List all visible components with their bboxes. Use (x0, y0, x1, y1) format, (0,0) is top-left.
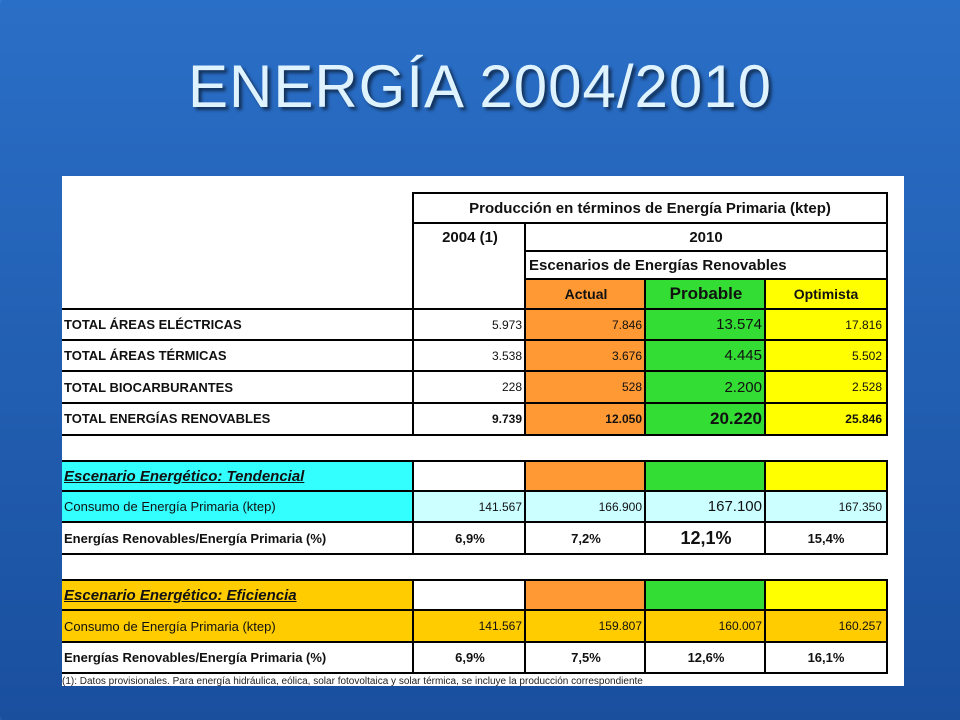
grid-line (524, 250, 888, 252)
eficiencia-ratio-actual: 7,5% (571, 650, 601, 665)
tendencial-swatch-optimista (766, 461, 886, 491)
tendencial-title: Escenario Energético: Tendencial (62, 461, 414, 491)
grid-line (62, 672, 888, 674)
grid-line (524, 278, 888, 280)
row-probable: 20.220 (646, 403, 766, 434)
row-optimista: 17.816 (766, 309, 886, 340)
row-actual: 12.050 (526, 403, 646, 434)
grid-line (412, 222, 888, 224)
row-probable: 2.200 (646, 371, 766, 403)
row-actual: 7.846 (526, 309, 646, 340)
grid-line (62, 553, 888, 555)
eficiencia-consumo-optimista: 160.257 (766, 610, 886, 642)
row-label: TOTAL BIOCARBURANTES (64, 379, 233, 395)
tendencial-ratio-probable: 12,1% (680, 527, 732, 548)
row-2004: 228 (501, 380, 522, 394)
header-main: Producción en términos de Energía Primar… (469, 199, 831, 217)
grid-line (62, 490, 888, 492)
header-scenarios: Escenarios de Energías Renovables (529, 256, 787, 274)
grid-line (886, 192, 888, 436)
grid-line (886, 579, 888, 674)
grid-line (764, 579, 766, 674)
eficiencia-ratio-probable: 12,6% (687, 650, 725, 665)
row-optimista: 25.846 (766, 403, 886, 434)
eficiencia-swatch-probable (646, 580, 766, 610)
tendencial-swatch-probable (646, 461, 766, 491)
eficiencia-title: Escenario Energético: Eficiencia (62, 580, 414, 610)
grid-line (524, 460, 526, 555)
tendencial-consumo-optimista: 167.350 (766, 491, 886, 522)
grid-line (644, 278, 646, 436)
eficiencia-consumo-label: Consumo de Energía Primaria (ktep) (62, 610, 414, 642)
grid-line (644, 460, 646, 555)
row-optimista: 5.502 (766, 340, 886, 371)
tendencial-blank-2004 (414, 461, 526, 491)
grid-line (412, 192, 888, 194)
row-probable: 13.574 (646, 309, 766, 340)
tendencial-ratio-label: Energías Renovables/Energía Primaria (%) (64, 530, 327, 546)
tendencial-consumo-2004: 141.567 (414, 491, 526, 522)
row-label: TOTAL ÁREAS ELÉCTRICAS (64, 317, 242, 332)
grid-line (524, 579, 526, 674)
grid-line (62, 402, 888, 404)
eficiencia-swatch-actual (526, 580, 646, 610)
row-actual: 528 (526, 371, 646, 403)
eficiencia-consumo-probable: 160.007 (646, 610, 766, 642)
tendencial-consumo-probable: 167.100 (646, 491, 766, 522)
col-actual: Actual (526, 279, 646, 309)
grid-line (62, 370, 888, 372)
grid-line (62, 521, 888, 523)
tendencial-ratio-2004: 6,9% (455, 530, 485, 546)
tendencial-consumo-label: Consumo de Energía Primaria (ktep) (62, 491, 414, 522)
row-2004: 9.739 (491, 411, 522, 426)
grid-line (644, 579, 646, 674)
grid-line (412, 192, 414, 436)
eficiencia-ratio-2004: 6,9% (455, 650, 485, 665)
grid-line (412, 460, 414, 555)
grid-line (62, 609, 888, 611)
row-2004: 3.538 (491, 348, 522, 363)
tendencial-consumo-actual: 166.900 (526, 491, 646, 522)
footnote: (1): Datos provisionales. Para energía h… (62, 676, 643, 686)
row-probable: 4.445 (646, 340, 766, 371)
eficiencia-ratio-optimista: 16,1% (807, 650, 845, 665)
row-2004: 5.973 (491, 317, 522, 332)
row-label: TOTAL ENERGÍAS RENOVABLES (64, 411, 271, 426)
row-actual: 3.676 (526, 340, 646, 371)
row-optimista: 2.528 (766, 371, 886, 403)
grid-line (62, 434, 888, 436)
tendencial-swatch-actual (526, 461, 646, 491)
eficiencia-ratio-label: Energías Renovables/Energía Primaria (%) (64, 650, 327, 665)
grid-line (62, 641, 888, 643)
header-2010: 2010 (689, 228, 723, 246)
eficiencia-blank-2004 (414, 580, 526, 610)
grid-line (764, 460, 766, 555)
grid-line (62, 460, 888, 462)
tendencial-ratio-actual: 7,2% (571, 530, 601, 546)
eficiencia-swatch-optimista (766, 580, 886, 610)
grid-line (62, 308, 888, 310)
eficiencia-consumo-actual: 159.807 (526, 610, 646, 642)
header-2004: 2004 (1) (442, 228, 498, 246)
row-label: TOTAL ÁREAS TÉRMICAS (64, 348, 227, 363)
col-optimista: Optimista (766, 279, 886, 309)
energy-table: Producción en términos de Energía Primar… (62, 176, 904, 686)
slide-title: ENERGÍA 2004/2010 (187, 53, 773, 120)
tendencial-ratio-optimista: 15,4% (807, 530, 845, 546)
grid-line (412, 579, 414, 674)
grid-line (62, 579, 888, 581)
grid-line (764, 278, 766, 436)
col-probable: Probable (646, 279, 766, 309)
eficiencia-consumo-2004: 141.567 (414, 610, 526, 642)
grid-line (886, 460, 888, 555)
grid-line (62, 339, 888, 341)
grid-line (524, 222, 526, 436)
